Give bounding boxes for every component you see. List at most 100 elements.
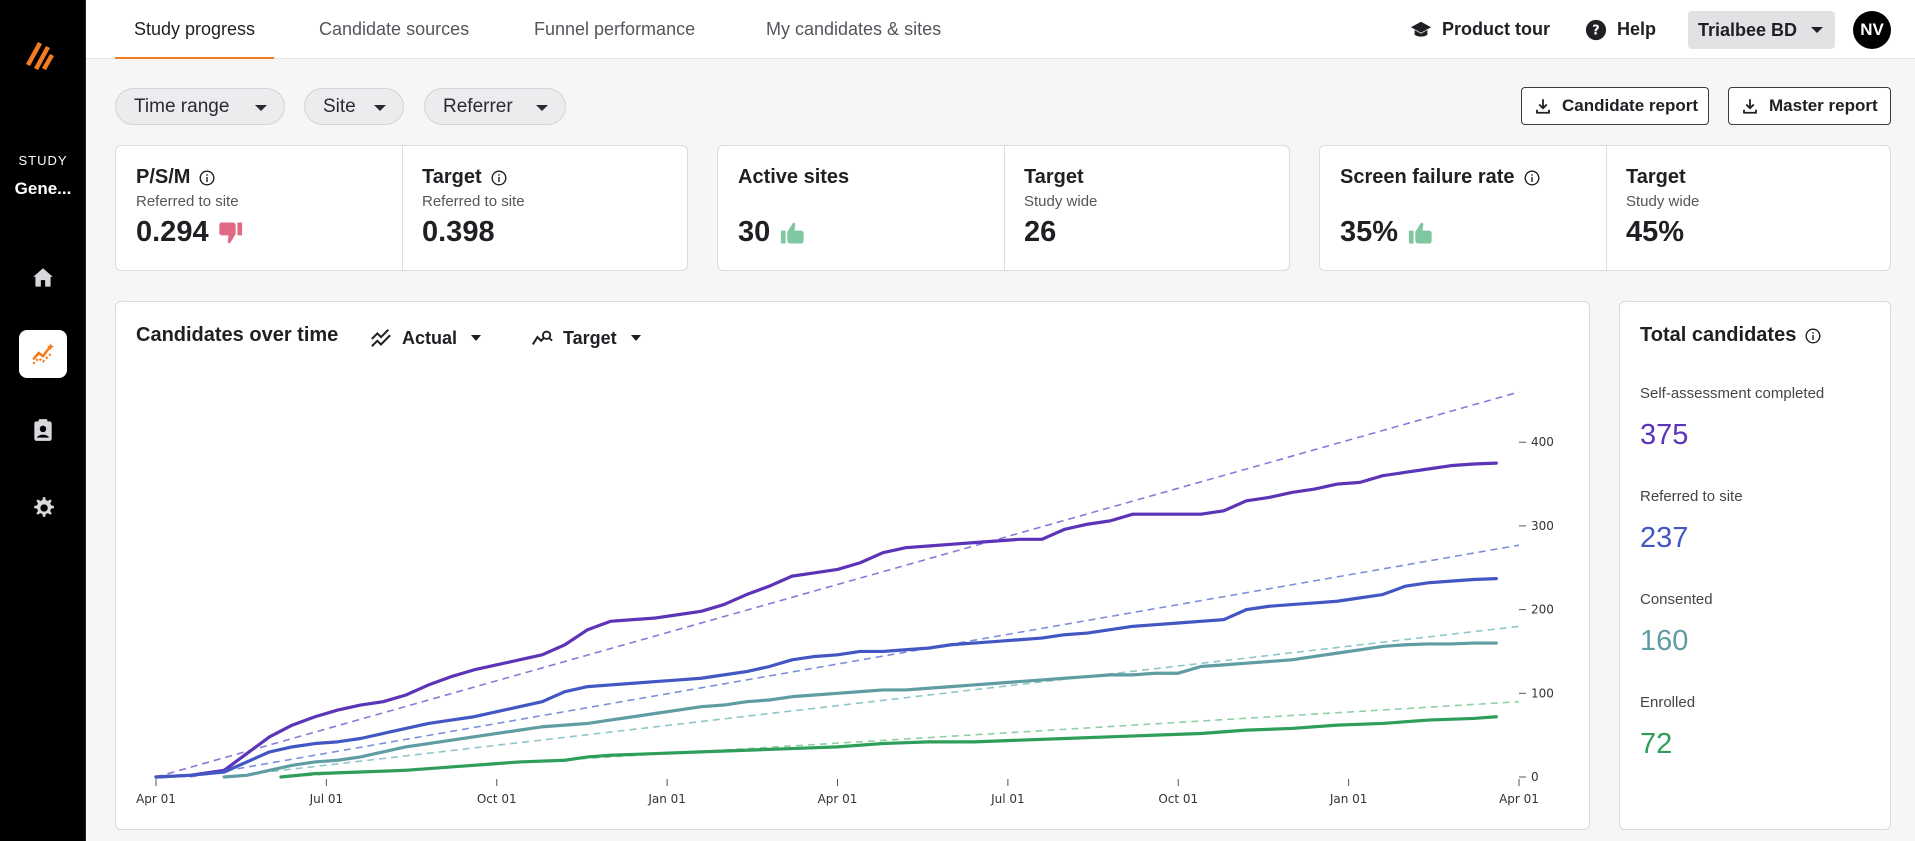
referrer-filter[interactable]: Referrer bbox=[424, 88, 566, 125]
x-tick-label: Oct 01 bbox=[477, 792, 517, 806]
y-tick-label: 0 bbox=[1531, 770, 1539, 784]
x-tick-label: Jul 01 bbox=[309, 792, 344, 806]
active-sites-value-text: 30 bbox=[738, 216, 771, 248]
psm-subtitle: Referred to site bbox=[136, 193, 239, 210]
sidebar: STUDY Gene... bbox=[0, 0, 86, 841]
stat-value-self-assessment: 375 bbox=[1640, 419, 1689, 451]
info-icon[interactable] bbox=[199, 169, 215, 186]
info-icon[interactable] bbox=[1524, 169, 1540, 186]
chevron-down-icon bbox=[630, 335, 641, 341]
actual-toggle[interactable]: Actual bbox=[370, 324, 482, 352]
y-tick-label: 300 bbox=[1531, 519, 1554, 533]
kpi-card-screen-failure: Screen failure rate 35% Target Study wid… bbox=[1319, 145, 1891, 271]
thumbs-down-icon bbox=[218, 222, 242, 243]
actual-series-line bbox=[154, 577, 1498, 779]
sfr-value: 35% bbox=[1340, 216, 1434, 249]
sfr-title: Screen failure rate bbox=[1340, 166, 1515, 188]
x-tick-label: Apr 01 bbox=[1499, 792, 1539, 806]
candidates-over-time-card: 0 100 200 300 400 Apr 01 Jul 01 Oct 01 Jan 01 Apr… bbox=[115, 301, 1590, 830]
site-label: Site bbox=[323, 95, 356, 117]
help-icon: ? bbox=[1585, 19, 1607, 40]
actual-series-line bbox=[222, 641, 1498, 779]
study-name[interactable]: Gene... bbox=[14, 179, 72, 198]
tab-my-candidates-sites[interactable]: My candidates & sites bbox=[766, 19, 942, 39]
nav-candidates[interactable] bbox=[19, 406, 67, 454]
tab-candidate-sources[interactable]: Candidate sources bbox=[319, 19, 470, 39]
active-sites-title: Active sites bbox=[738, 166, 850, 188]
app-logo-icon[interactable] bbox=[24, 38, 60, 72]
contact-card-icon bbox=[34, 419, 52, 441]
active-sites-value: 30 bbox=[738, 216, 806, 249]
active-target-subtitle: Study wide bbox=[1024, 193, 1098, 210]
stat-label-self-assessment: Self-assessment completed bbox=[1640, 385, 1825, 402]
candidate-report-button[interactable]: Candidate report bbox=[1521, 87, 1709, 125]
user-avatar[interactable]: NV bbox=[1853, 11, 1891, 49]
nav-home[interactable] bbox=[19, 254, 67, 302]
organization-select[interactable]: Trialbee BD bbox=[1688, 11, 1835, 49]
y-tick-label: 400 bbox=[1531, 435, 1554, 449]
sfr-target-subtitle: Study wide bbox=[1626, 193, 1700, 210]
info-icon[interactable] bbox=[491, 169, 507, 186]
nav-analytics[interactable] bbox=[19, 330, 67, 378]
actual-series-line bbox=[154, 461, 1498, 779]
psm-target-title: Target bbox=[422, 166, 482, 188]
psm-value: 0.294 bbox=[136, 216, 245, 249]
stat-label-enrolled: Enrolled bbox=[1640, 694, 1696, 711]
download-icon bbox=[1536, 99, 1550, 114]
stat-value-consented: 160 bbox=[1640, 625, 1689, 657]
master-report-button[interactable]: Master report bbox=[1728, 87, 1891, 125]
product-tour-button[interactable]: Product tour bbox=[1410, 0, 1550, 59]
kpi-card-psm: P/S/M Referred to site 0.294 Target Refe… bbox=[115, 145, 688, 271]
totals-title: Total candidates bbox=[1640, 324, 1821, 347]
actual-trend-icon bbox=[371, 329, 391, 347]
product-tour-label: Product tour bbox=[1442, 19, 1550, 39]
target-series-line bbox=[155, 391, 1520, 778]
target-series-line bbox=[224, 625, 1520, 778]
chevron-down-icon bbox=[1811, 27, 1823, 33]
master-report-label: Master report bbox=[1769, 96, 1878, 115]
tab-study-progress[interactable]: Study progress bbox=[115, 0, 275, 59]
chevron-down-icon bbox=[536, 105, 548, 111]
download-icon bbox=[1743, 99, 1757, 114]
target-trend-icon bbox=[531, 330, 553, 345]
target-label: Target bbox=[563, 327, 617, 348]
psm-value-text: 0.294 bbox=[136, 216, 209, 248]
help-label: Help bbox=[1617, 19, 1657, 39]
chart-title: Candidates over time bbox=[136, 324, 339, 346]
chevron-down-icon bbox=[374, 105, 386, 111]
active-target-title: Target bbox=[1024, 166, 1084, 188]
target-series-line bbox=[189, 544, 1520, 778]
kpi-title: Target bbox=[422, 166, 507, 189]
total-candidates-card: Total candidates Self-assessment complet… bbox=[1619, 301, 1891, 830]
x-tick-label: Oct 01 bbox=[1158, 792, 1198, 806]
analytics-icon bbox=[32, 343, 55, 365]
y-tick-label: 100 bbox=[1531, 686, 1554, 700]
y-tick-label: 200 bbox=[1531, 603, 1554, 617]
organization-label: Trialbee BD bbox=[1698, 19, 1798, 40]
stat-value-referred: 237 bbox=[1640, 522, 1689, 554]
candidate-report-label: Candidate report bbox=[1562, 96, 1699, 115]
psm-target-value: 0.398 bbox=[422, 216, 495, 248]
psm-title: P/S/M bbox=[136, 166, 191, 188]
site-filter[interactable]: Site bbox=[304, 88, 404, 125]
nav-settings[interactable] bbox=[19, 484, 67, 532]
sfr-value-text: 35% bbox=[1340, 216, 1399, 248]
gear-icon bbox=[34, 497, 54, 517]
x-tick-label: Jan 01 bbox=[1329, 792, 1368, 806]
time-range-filter[interactable]: Time range bbox=[115, 88, 285, 125]
info-icon[interactable] bbox=[1805, 327, 1821, 344]
chevron-down-icon bbox=[471, 335, 482, 341]
sfr-target-value: 45% bbox=[1626, 216, 1685, 248]
candidates-over-time-chart: 0 100 200 300 400 Apr 01 Jul 01 Oct 01 Jan 01 Apr… bbox=[136, 391, 1554, 806]
target-toggle[interactable]: Target bbox=[531, 324, 641, 352]
kpi-card-active-sites: Active sites 30 Target Study wide 26 bbox=[717, 145, 1290, 271]
stat-label-consented: Consented bbox=[1640, 591, 1713, 608]
stat-value-enrolled: 72 bbox=[1640, 728, 1673, 760]
svg-text:?: ? bbox=[1592, 23, 1599, 38]
psm-target-subtitle: Referred to site bbox=[422, 193, 525, 210]
x-tick-label: Jan 01 bbox=[647, 792, 686, 806]
help-button[interactable]: ? Help bbox=[1585, 0, 1656, 59]
chevron-down-icon bbox=[255, 105, 267, 111]
thumbs-up-icon bbox=[781, 222, 804, 243]
tab-funnel-performance[interactable]: Funnel performance bbox=[534, 19, 696, 39]
